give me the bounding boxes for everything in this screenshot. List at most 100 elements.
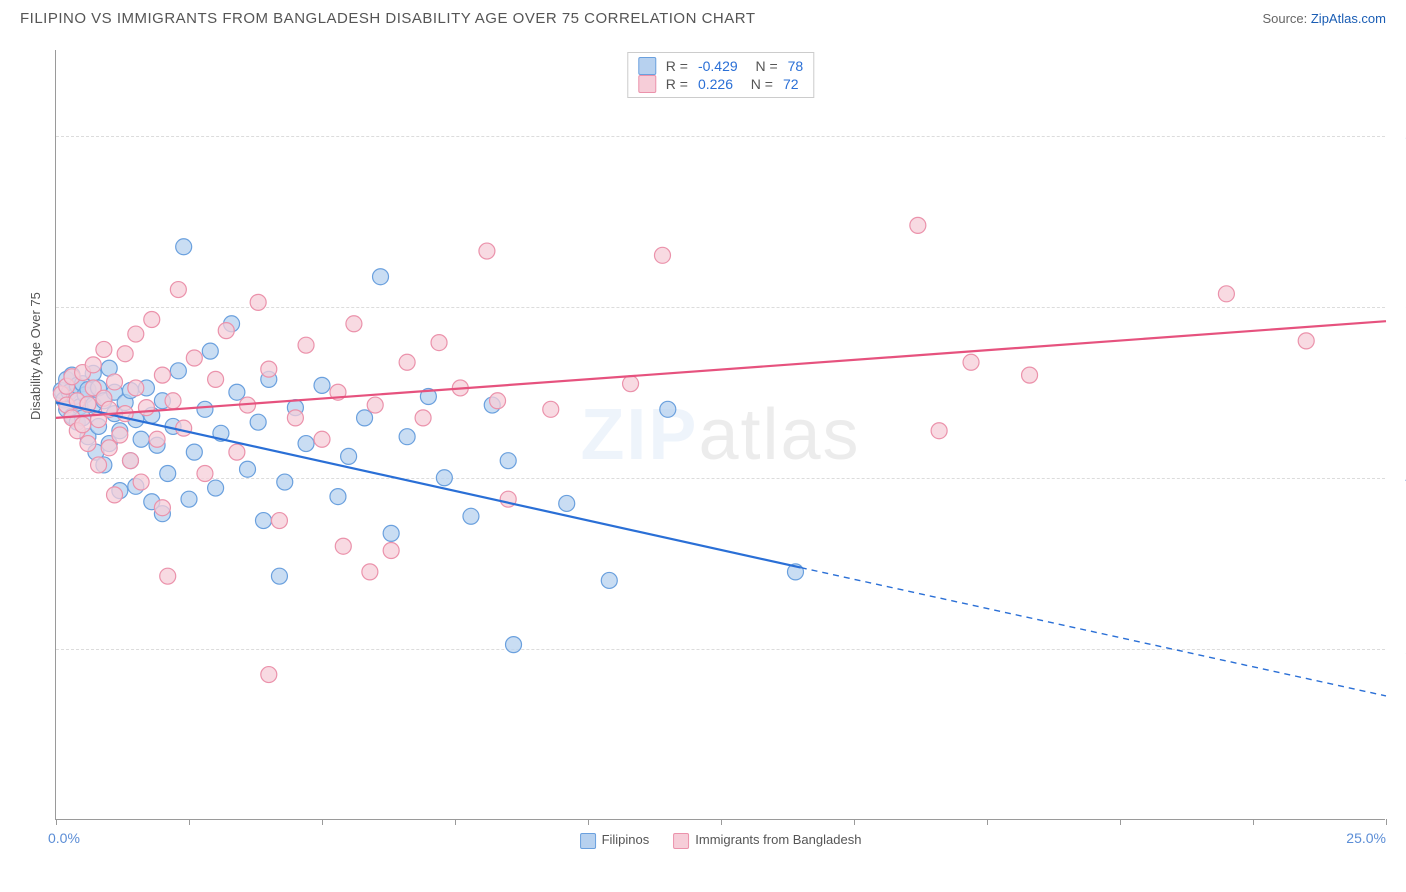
x-tick bbox=[721, 819, 722, 825]
x-tick bbox=[1120, 819, 1121, 825]
x-tick bbox=[987, 819, 988, 825]
data-point bbox=[138, 400, 154, 416]
page-header: FILIPINO VS IMMIGRANTS FROM BANGLADESH D… bbox=[0, 0, 1406, 32]
regression-line bbox=[56, 321, 1386, 418]
data-point bbox=[330, 489, 346, 505]
data-point bbox=[107, 487, 123, 503]
data-point bbox=[101, 440, 117, 456]
series-legend: Filipinos Immigrants from Bangladesh bbox=[580, 832, 862, 849]
data-point bbox=[963, 354, 979, 370]
x-tick bbox=[854, 819, 855, 825]
legend-item-filipinos: Filipinos bbox=[580, 832, 650, 849]
legend-swatch-icon bbox=[580, 833, 596, 849]
x-tick bbox=[56, 819, 57, 825]
data-point bbox=[117, 346, 133, 362]
data-point bbox=[399, 429, 415, 445]
data-point bbox=[436, 470, 452, 486]
data-point bbox=[154, 500, 170, 516]
legend-n-value-filipinos: 78 bbox=[788, 58, 804, 74]
data-point bbox=[85, 357, 101, 373]
data-point bbox=[654, 247, 670, 263]
data-point bbox=[80, 436, 96, 452]
data-point bbox=[341, 448, 357, 464]
data-point bbox=[399, 354, 415, 370]
x-tick bbox=[322, 819, 323, 825]
x-tick bbox=[1386, 819, 1387, 825]
regression-line-extrapolated bbox=[801, 568, 1386, 696]
data-point bbox=[261, 667, 277, 683]
data-point bbox=[186, 350, 202, 366]
regression-line bbox=[56, 402, 801, 567]
data-point bbox=[170, 363, 186, 379]
data-point bbox=[250, 414, 266, 430]
data-point bbox=[506, 637, 522, 653]
data-point bbox=[181, 491, 197, 507]
data-point bbox=[298, 337, 314, 353]
data-point bbox=[197, 401, 213, 417]
legend-item-bangladesh: Immigrants from Bangladesh bbox=[673, 832, 861, 849]
data-point bbox=[165, 393, 181, 409]
data-point bbox=[373, 269, 389, 285]
data-point bbox=[660, 401, 676, 417]
data-point bbox=[298, 436, 314, 452]
data-point bbox=[277, 474, 293, 490]
data-point bbox=[202, 343, 218, 359]
legend-row-filipinos: R = -0.429 N = 78 bbox=[638, 57, 803, 75]
data-point bbox=[271, 568, 287, 584]
data-point bbox=[479, 243, 495, 259]
chart-title: FILIPINO VS IMMIGRANTS FROM BANGLADESH D… bbox=[20, 10, 755, 27]
y-axis-label: Disability Age Over 75 bbox=[28, 292, 43, 420]
data-point bbox=[463, 508, 479, 524]
data-point bbox=[149, 431, 165, 447]
data-point bbox=[96, 341, 112, 357]
data-point bbox=[1022, 367, 1038, 383]
data-point bbox=[208, 371, 224, 387]
data-point bbox=[176, 420, 192, 436]
data-point bbox=[931, 423, 947, 439]
x-tick bbox=[455, 819, 456, 825]
data-point bbox=[255, 513, 271, 529]
data-point bbox=[346, 316, 362, 332]
data-point bbox=[91, 457, 107, 473]
data-point bbox=[75, 417, 91, 433]
data-point bbox=[357, 410, 373, 426]
legend-n-value-bangladesh: 72 bbox=[783, 76, 799, 92]
x-tick bbox=[588, 819, 589, 825]
data-point bbox=[229, 384, 245, 400]
data-point bbox=[601, 572, 617, 588]
data-point bbox=[128, 326, 144, 342]
data-point bbox=[133, 431, 149, 447]
data-point bbox=[543, 401, 559, 417]
data-point bbox=[229, 444, 245, 460]
legend-label: Filipinos bbox=[602, 832, 650, 847]
data-point bbox=[154, 367, 170, 383]
source-attribution: Source: ZipAtlas.com bbox=[1262, 11, 1386, 26]
data-point bbox=[383, 525, 399, 541]
data-point bbox=[287, 410, 303, 426]
data-point bbox=[1298, 333, 1314, 349]
data-point bbox=[160, 466, 176, 482]
chart-plot-area: ZIPatlas 20.0%40.0%60.0%80.0% R = -0.429… bbox=[55, 50, 1385, 820]
data-point bbox=[431, 335, 447, 351]
data-point bbox=[261, 361, 277, 377]
data-point bbox=[208, 480, 224, 496]
data-point bbox=[186, 444, 202, 460]
data-point bbox=[271, 513, 287, 529]
x-axis-min-label: 0.0% bbox=[48, 830, 80, 846]
data-point bbox=[910, 217, 926, 233]
data-point bbox=[112, 427, 128, 443]
legend-row-bangladesh: R = 0.226 N = 72 bbox=[638, 75, 803, 93]
data-point bbox=[107, 374, 123, 390]
source-prefix: Source: bbox=[1262, 11, 1310, 26]
source-link[interactable]: ZipAtlas.com bbox=[1311, 11, 1386, 26]
data-point bbox=[197, 466, 213, 482]
x-tick bbox=[1253, 819, 1254, 825]
data-point bbox=[335, 538, 351, 554]
x-tick bbox=[189, 819, 190, 825]
legend-r-value-filipinos: -0.429 bbox=[698, 58, 738, 74]
data-point bbox=[362, 564, 378, 580]
data-point bbox=[383, 543, 399, 559]
data-point bbox=[490, 393, 506, 409]
data-point bbox=[559, 495, 575, 511]
legend-swatch-bangladesh bbox=[638, 75, 656, 93]
